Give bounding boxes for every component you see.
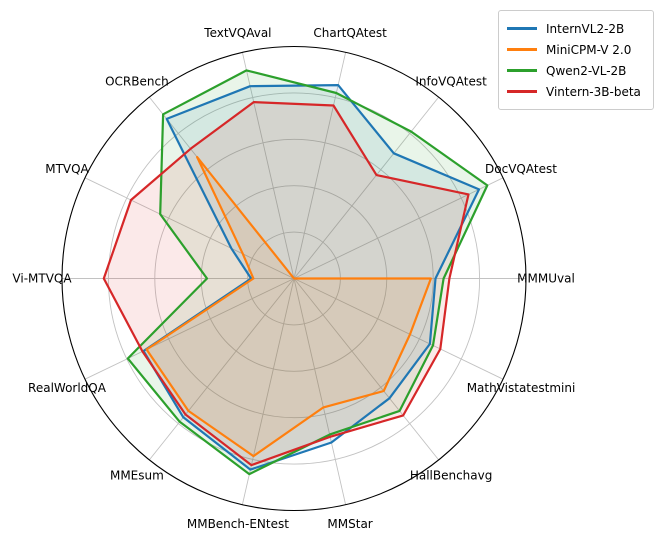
legend-line-swatch [507,27,537,30]
legend-label: InternVL2-2B [546,21,625,36]
grid-ring [154,138,434,419]
legend-item: InternVL2-2B [507,18,644,39]
axis-label-OCRBench: OCRBench [105,75,169,89]
series-line-MiniCPM-V 2.0 [145,155,432,458]
legend: InternVL2-2B MiniCPM-V 2.0 Qwen2-VL-2B Vint… [498,10,654,110]
axis-label-Vi-MTVQA: Vi-MTVQA [12,272,72,286]
series-line-InternVL2-2B [142,84,481,471]
legend-line-swatch [507,48,537,51]
legend-label: Qwen2-VL-2B [546,63,627,78]
axis-label-MMStar: MMStar [327,517,372,531]
axis-label-HallBenchavg: HallBenchavg [410,469,493,483]
axis-spoke [148,278,295,461]
axis-spoke [293,278,440,461]
axis-label-TextVQAval: TextVQAval [203,26,271,40]
axis-label-MMMUval: MMMUval [517,272,575,286]
axis-spoke [84,177,295,279]
axis-spoke [241,278,295,505]
legend-item: Vintern-3B-beta [507,81,644,102]
legend-item: MiniCPM-V 2.0 [507,39,644,60]
legend-line-swatch [507,69,537,72]
axis-label-ChartQAtest: ChartQAtest [313,26,387,40]
axis-spoke [241,52,295,279]
series-fill-Qwen2-VL-2B [127,70,488,475]
legend-label: MiniCPM-V 2.0 [546,42,632,57]
axis-spoke [84,278,295,380]
legend-label: Vintern-3B-beta [546,84,641,99]
axis-label-MMEsum: MMEsum [110,469,164,483]
axis-label-MTVQA: MTVQA [45,162,89,176]
legend-item: Qwen2-VL-2B [507,60,644,81]
axis-spoke [293,278,504,380]
series-line-Vintern-3B-beta [102,101,470,467]
axis-label-RealWorldQA: RealWorldQA [28,381,107,395]
axis-label-MathVistatestmini: MathVistatestmini [467,381,576,395]
legend-line-swatch [507,90,537,93]
axis-spoke [293,278,347,505]
axis-label-DocVQAtest: DocVQAtest [485,162,557,176]
axis-spoke [293,96,440,279]
series-fill-Vintern-3B-beta [103,102,469,466]
axis-spoke [293,52,347,279]
series-line-Qwen2-VL-2B [126,69,489,476]
grid-ring [107,92,481,465]
series-fill-InternVL2-2B [143,85,479,470]
series-fill-MiniCPM-V 2.0 [146,157,431,457]
axis-label-MMBench-ENtest: MMBench-ENtest [187,517,289,531]
axis-label-InfoVQAtest: InfoVQAtest [415,75,487,89]
outer-circle [61,45,527,512]
